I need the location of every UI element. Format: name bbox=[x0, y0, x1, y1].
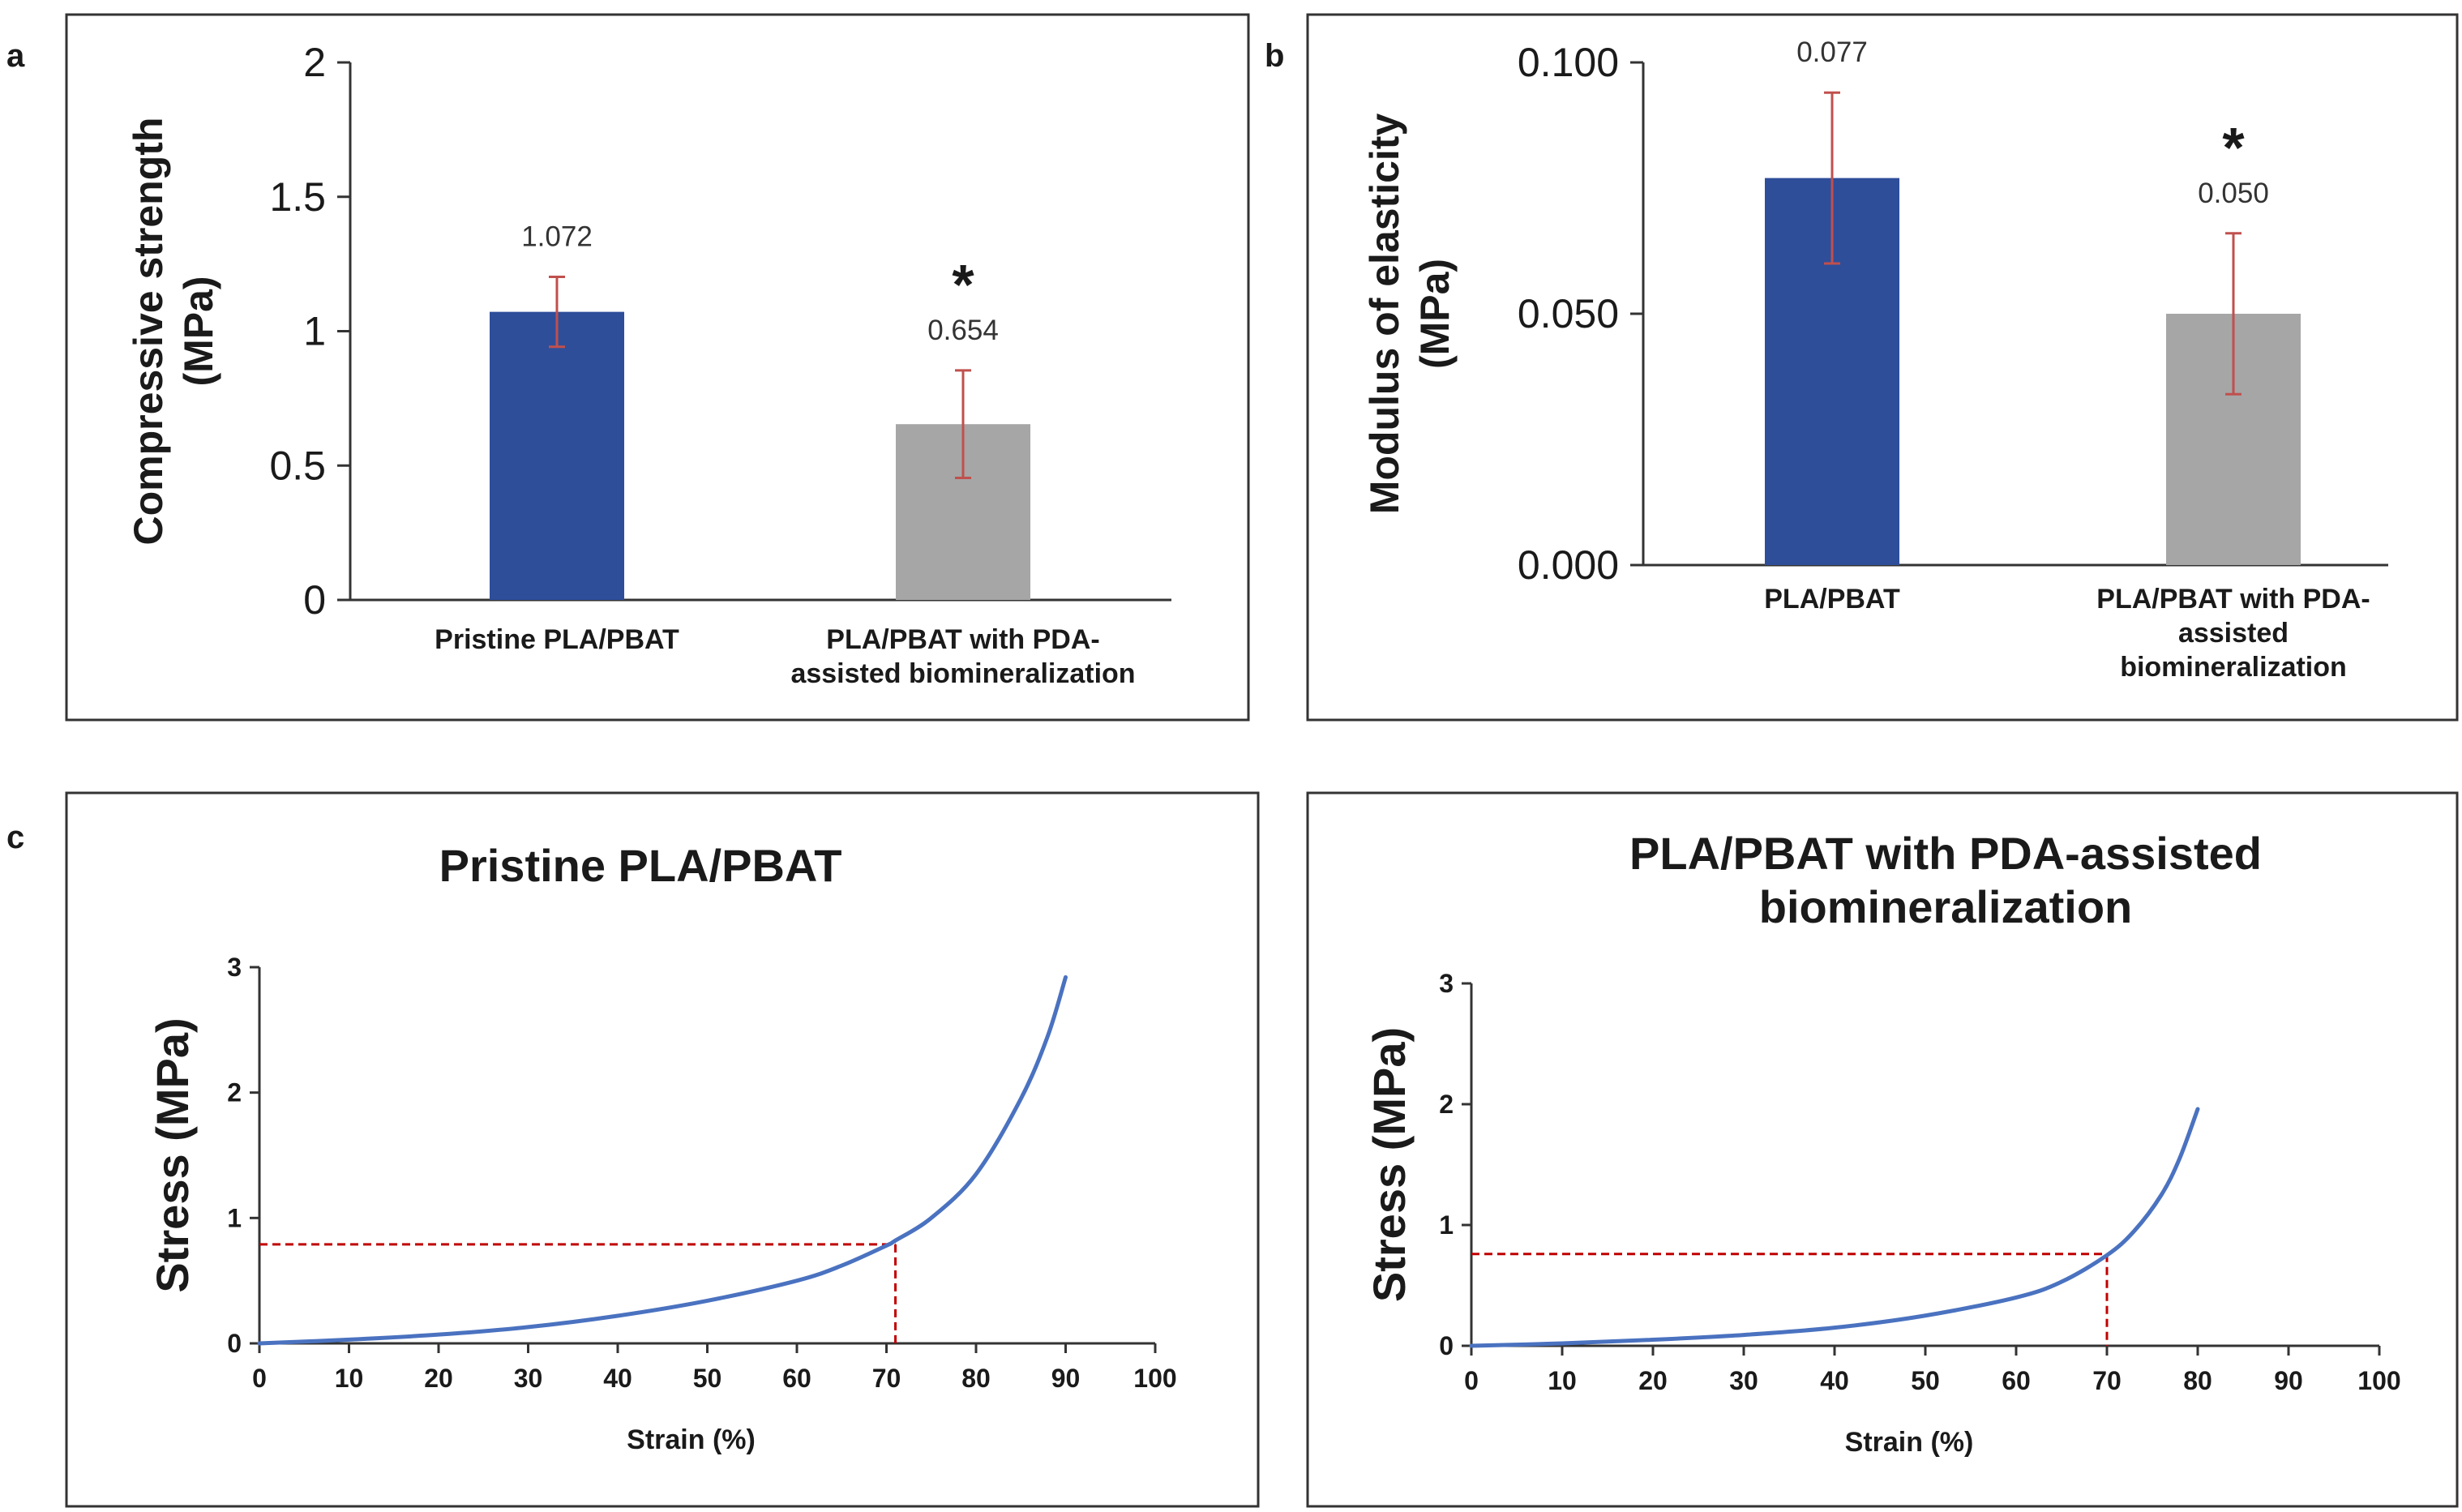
x-tick-label: 40 bbox=[1820, 1366, 1849, 1395]
stress-strain-curve bbox=[1469, 1107, 2200, 1348]
x-tick-label: 30 bbox=[514, 1364, 543, 1393]
x-axis-label: Strain (%) bbox=[627, 1424, 756, 1455]
x-tick-label: 20 bbox=[424, 1364, 453, 1393]
category-label: PLA/PBAT bbox=[1764, 584, 1900, 615]
y-axis-label: Stress (MPa) bbox=[147, 1017, 198, 1292]
y-axis-label: Compressive strength bbox=[126, 118, 171, 546]
panel-label-c: c bbox=[6, 820, 24, 855]
y-tick-label: 2 bbox=[227, 1078, 242, 1107]
y-tick-label: 3 bbox=[227, 953, 242, 982]
x-tick-label: 70 bbox=[2092, 1366, 2122, 1395]
x-tick-label: 30 bbox=[1729, 1366, 1758, 1395]
panel-label-a: a bbox=[6, 38, 25, 74]
y-tick-label: 0 bbox=[227, 1329, 242, 1358]
y-tick-label: 2 bbox=[1439, 1090, 1454, 1119]
panel-label-b: b bbox=[1265, 38, 1284, 74]
data-value-label: 0.654 bbox=[927, 315, 999, 346]
x-axis-label: Strain (%) bbox=[1845, 1427, 1974, 1458]
significance-star: * bbox=[2222, 116, 2245, 179]
y-tick-label: 0.050 bbox=[1518, 291, 1619, 336]
y-tick-label: 2 bbox=[303, 40, 326, 85]
x-tick-label: 90 bbox=[1051, 1364, 1081, 1393]
significance-star: * bbox=[952, 253, 974, 316]
x-tick-label: 50 bbox=[693, 1364, 722, 1393]
y-tick-label: 1 bbox=[303, 309, 326, 354]
panel-a-frame bbox=[65, 13, 1250, 722]
y-tick-label: 0 bbox=[1439, 1331, 1454, 1360]
stress-strain-curve bbox=[257, 974, 1068, 1346]
y-tick-label: 0.5 bbox=[269, 443, 326, 488]
x-tick-label: 50 bbox=[1911, 1366, 1940, 1395]
panel-c-left-frame bbox=[65, 791, 1260, 1508]
bar bbox=[490, 311, 624, 600]
y-axis-label-unit: (MPa) bbox=[176, 276, 221, 386]
category-label: assisted bbox=[2178, 618, 2289, 649]
x-tick-label: 20 bbox=[1638, 1366, 1668, 1395]
chart-c-pda-stress-strain: PLA/PBAT with PDA-assistedbiomineralizat… bbox=[1364, 828, 2401, 1458]
y-tick-label: 0.100 bbox=[1518, 40, 1619, 85]
data-value-label: 0.077 bbox=[1796, 36, 1868, 68]
data-value-label: 1.072 bbox=[521, 221, 593, 253]
x-tick-label: 80 bbox=[2183, 1366, 2212, 1395]
y-tick-label: 1 bbox=[1439, 1210, 1454, 1240]
x-tick-label: 70 bbox=[872, 1364, 901, 1393]
y-axis-label: Stress (MPa) bbox=[1364, 1027, 1415, 1302]
category-label: PLA/PBAT with PDA- bbox=[826, 624, 1099, 655]
chart-a-compressive-strength: 0 0.5 1 1.5 2 Compressive strength (MPa) 1.072 P… bbox=[126, 40, 1171, 689]
x-tick-label: 80 bbox=[961, 1364, 991, 1393]
y-axis-label-unit: (MPa) bbox=[1412, 259, 1458, 369]
chart-b-modulus: 0.000 0.050 0.100 Modulus of elasticity (MPa… bbox=[1362, 36, 2388, 683]
chart-title: PLA/PBAT with PDA-assisted bbox=[1629, 828, 2262, 879]
category-label: Pristine PLA/PBAT bbox=[435, 624, 679, 655]
category-label: biomineralization bbox=[2120, 652, 2347, 683]
y-tick-label: 1.5 bbox=[269, 174, 326, 220]
chart-title: Pristine PLA/PBAT bbox=[439, 840, 842, 891]
panel-b-frame bbox=[1306, 13, 2459, 722]
category-label: assisted biomineralization bbox=[790, 658, 1135, 689]
x-tick-label: 60 bbox=[2002, 1366, 2031, 1395]
x-tick-label: 0 bbox=[252, 1364, 267, 1393]
x-tick-label: 40 bbox=[603, 1364, 632, 1393]
x-tick-label: 10 bbox=[335, 1364, 364, 1393]
chart-title: biomineralization bbox=[1759, 881, 2133, 932]
x-tick-label: 100 bbox=[1133, 1364, 1176, 1393]
y-tick-label: 0 bbox=[303, 577, 326, 623]
data-value-label: 0.050 bbox=[2198, 178, 2269, 209]
category-label: PLA/PBAT with PDA- bbox=[2096, 584, 2370, 615]
x-tick-label: 10 bbox=[1548, 1366, 1577, 1395]
x-tick-label: 100 bbox=[2357, 1366, 2400, 1395]
y-tick-label: 0.000 bbox=[1518, 542, 1619, 588]
x-tick-label: 90 bbox=[2274, 1366, 2303, 1395]
y-axis-label: Modulus of elasticity bbox=[1362, 114, 1407, 515]
y-tick-label: 3 bbox=[1439, 969, 1454, 998]
x-tick-label: 0 bbox=[1464, 1366, 1479, 1395]
x-tick-label: 60 bbox=[782, 1364, 811, 1393]
y-tick-label: 1 bbox=[227, 1203, 242, 1232]
panel-c-right-frame bbox=[1306, 791, 2459, 1508]
